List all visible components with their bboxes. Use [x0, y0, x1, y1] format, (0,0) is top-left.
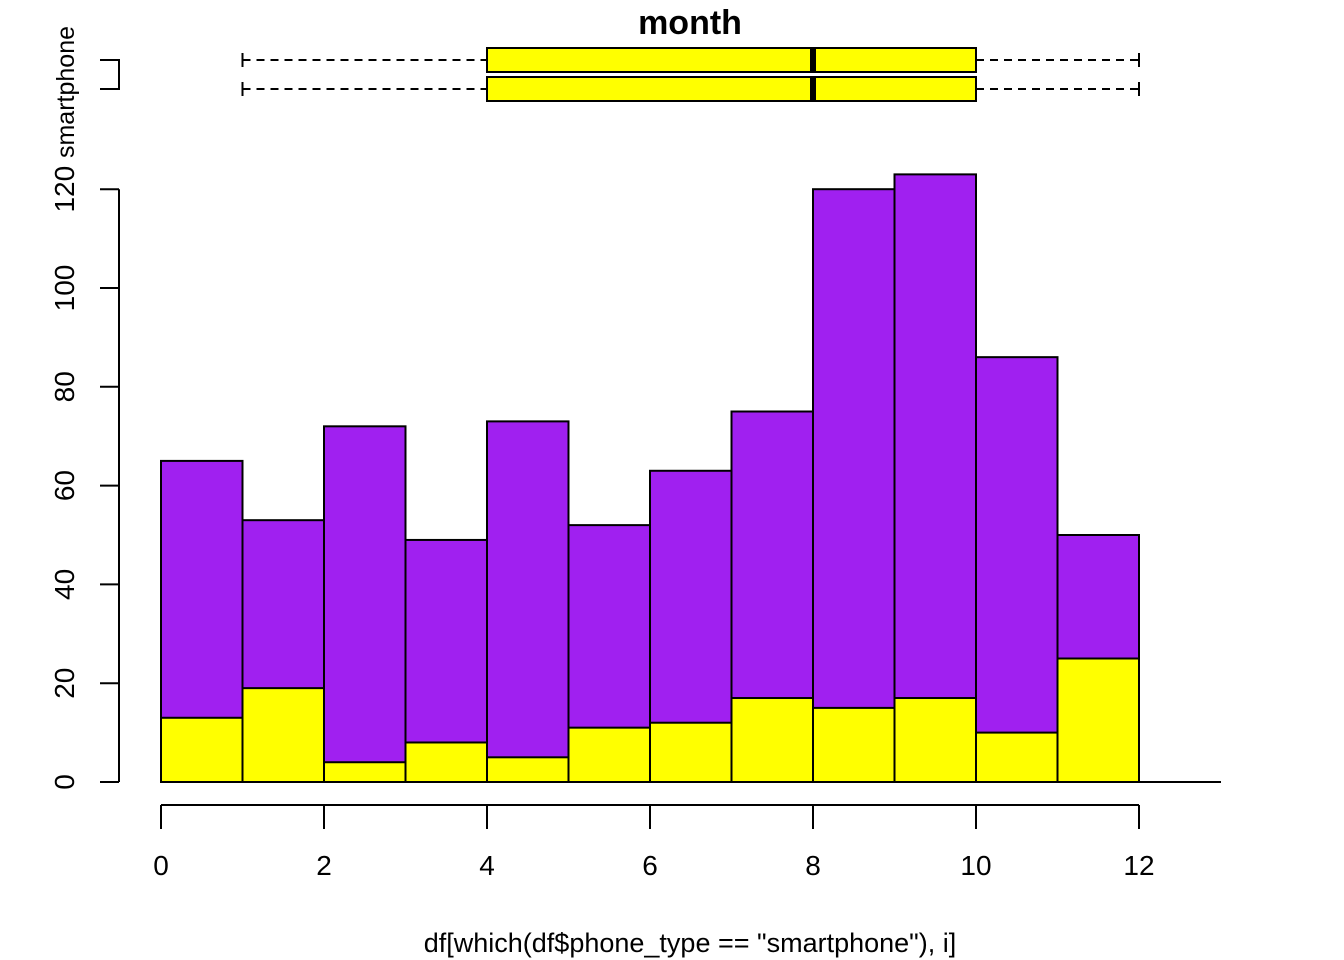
bar-series-1-bin-11 — [976, 357, 1058, 782]
histogram-bars — [161, 174, 1139, 782]
x-tick-label: 0 — [153, 850, 169, 881]
bar-series-1-bin-5 — [487, 421, 569, 782]
bar-series-2-bin-2 — [243, 688, 325, 782]
bar-series-2-bin-3 — [324, 762, 406, 782]
x-tick-label: 10 — [960, 850, 991, 881]
boxplot-1-box — [487, 48, 976, 72]
bar-series-2-bin-6 — [569, 728, 651, 782]
y-axis: 0 20 40 60 80 100 120 — [49, 166, 119, 790]
y-tick-label: 60 — [49, 470, 80, 501]
bar-series-2-bin-10 — [895, 698, 977, 782]
bar-series-2-bin-9 — [813, 708, 895, 782]
bar-series-2-bin-5 — [487, 757, 569, 782]
x-tick-label: 8 — [805, 850, 821, 881]
x-tick-label: 6 — [642, 850, 658, 881]
y-tick-label: 40 — [49, 569, 80, 600]
bar-series-1-bin-9 — [813, 189, 895, 782]
bar-series-2-bin-4 — [406, 742, 488, 782]
x-tick-label: 2 — [316, 850, 332, 881]
bar-series-2-bin-7 — [650, 723, 732, 782]
bar-series-1-bin-10 — [895, 174, 977, 782]
group-bracket — [100, 60, 119, 89]
x-axis-label: df[which(df$phone_type == "smartphone"),… — [424, 928, 957, 958]
y-tick-label: 120 — [49, 166, 80, 213]
x-tick-label: 4 — [479, 850, 495, 881]
boxplot-2-box — [487, 77, 976, 101]
x-axis: 0 2 4 6 8 10 12 — [153, 805, 1154, 881]
bar-series-1-bin-3 — [324, 426, 406, 782]
y-tick-label: 20 — [49, 668, 80, 699]
bar-series-2-bin-1 — [161, 718, 243, 782]
bar-series-2-bin-11 — [976, 733, 1058, 782]
bar-series-2-bin-12 — [1058, 659, 1140, 783]
group-label: smartphone — [52, 26, 80, 158]
chart-title: month — [638, 4, 742, 42]
y-tick-label: 100 — [49, 265, 80, 312]
y-tick-label: 80 — [49, 371, 80, 402]
x-tick-label: 12 — [1123, 850, 1154, 881]
y-tick-label: 0 — [49, 774, 80, 790]
boxplot-group — [243, 48, 1140, 101]
bar-series-2-bin-8 — [732, 698, 814, 782]
